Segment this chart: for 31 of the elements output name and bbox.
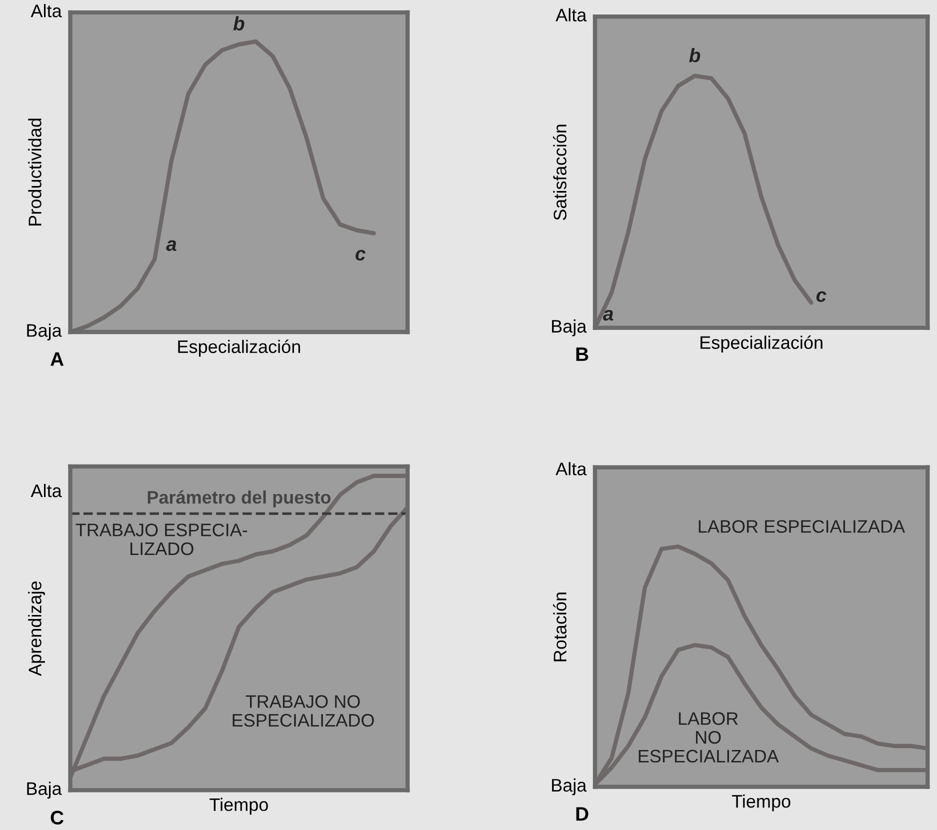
text: Baja bbox=[552, 319, 587, 336]
text: A bbox=[50, 352, 64, 366]
x-axis-title: Especialización bbox=[700, 335, 822, 353]
text: C bbox=[50, 810, 64, 825]
x-axis-title: Tiempo bbox=[732, 794, 790, 812]
text: Baja bbox=[552, 778, 587, 796]
annotation: LABOR NO ESPECIALIZADA bbox=[638, 712, 779, 763]
ref-line-label: Parámetro del puesto bbox=[148, 490, 331, 508]
annotation: a bbox=[166, 240, 176, 251]
text: LABOR ESPECIALIZADA bbox=[698, 520, 906, 533]
x-axis-title: Especialización bbox=[178, 340, 300, 357]
text: Baja bbox=[27, 324, 62, 340]
text: Alta bbox=[556, 8, 587, 22]
text: b bbox=[689, 48, 700, 62]
x-axis-title: Tiempo bbox=[210, 798, 268, 815]
annotation: c bbox=[356, 250, 366, 261]
text: Baja bbox=[27, 782, 62, 799]
text: Alta bbox=[30, 484, 62, 498]
y-axis-title: Aprendizaje bbox=[28, 581, 45, 676]
text: Alta bbox=[556, 462, 587, 476]
y-axis-title: Satisfacción bbox=[553, 124, 566, 220]
annotation: c bbox=[816, 291, 826, 302]
text: D bbox=[576, 807, 588, 821]
text: Alta bbox=[30, 4, 62, 18]
annotation: TRABAJO NO ESPECIALIZADO bbox=[232, 695, 374, 727]
text: b bbox=[233, 16, 244, 30]
annotation: a bbox=[602, 310, 614, 321]
y-axis-title: Rotación bbox=[553, 592, 566, 662]
text: B bbox=[576, 348, 588, 361]
annotation: TRABAJO ESPECIA- LIZADO bbox=[76, 524, 248, 556]
y-axis-title: Productividad bbox=[28, 118, 42, 226]
